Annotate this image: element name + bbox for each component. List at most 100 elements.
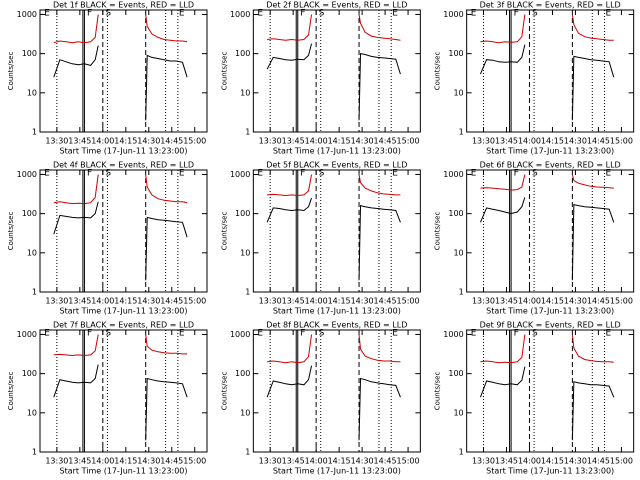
x-tick-label: 14:30 bbox=[564, 297, 587, 306]
y-axis-label: Counts/sec bbox=[434, 212, 442, 251]
y-tick-label: 10 bbox=[453, 408, 463, 417]
y-tick-label: 100 bbox=[448, 369, 463, 378]
series-line bbox=[53, 45, 99, 78]
series-line bbox=[358, 377, 401, 441]
panel: Det 4f BLACK = Events, RED = LLD Start Ti… bbox=[7, 161, 208, 316]
series-line bbox=[53, 201, 99, 235]
panel: Det 7f BLACK = Events, RED = LLD Start Ti… bbox=[7, 321, 208, 476]
series-line bbox=[479, 44, 526, 75]
x-tick-label: 14:15 bbox=[328, 137, 351, 146]
series-line bbox=[145, 14, 188, 43]
x-tick-label: 15:00 bbox=[397, 137, 420, 146]
panel: Det 3f BLACK = Events, RED = LLD Start Ti… bbox=[434, 1, 635, 156]
y-tick-label: 100 bbox=[235, 209, 250, 218]
x-tick-label: 14:30 bbox=[351, 457, 374, 466]
x-axis-label: Start Time (17-Jun-11 13:23:00) bbox=[273, 147, 401, 156]
x-tick-label: 15:00 bbox=[397, 297, 420, 306]
time-marker-label: S bbox=[319, 169, 325, 179]
x-tick-label: 14:45 bbox=[160, 137, 183, 146]
y-tick-label: 1000 bbox=[443, 170, 463, 179]
time-marker-label: F bbox=[87, 9, 92, 19]
x-tick-label: 13:30 bbox=[259, 457, 282, 466]
time-marker-label: E bbox=[257, 169, 263, 179]
x-tick-label: 13:45 bbox=[495, 297, 518, 306]
plot-frame bbox=[252, 169, 421, 293]
x-axis-label: Start Time (17-Jun-11 13:23:00) bbox=[273, 467, 401, 476]
series-line bbox=[571, 334, 614, 363]
y-tick-label: 100 bbox=[448, 209, 463, 218]
y-tick-label: 1000 bbox=[17, 10, 37, 19]
y-tick-label: 1 bbox=[459, 448, 464, 457]
x-tick-label: 14:30 bbox=[351, 137, 374, 146]
series-line bbox=[145, 216, 188, 281]
series-line bbox=[145, 334, 188, 355]
time-marker-label: F bbox=[300, 169, 305, 179]
series-line bbox=[358, 204, 401, 281]
series-line bbox=[358, 52, 401, 121]
plot-frame bbox=[466, 169, 635, 293]
series-line bbox=[266, 365, 313, 398]
time-marker-label: E bbox=[606, 329, 612, 339]
panel-title: Det 7f BLACK = Events, RED = LLD bbox=[53, 321, 194, 330]
series-line bbox=[480, 14, 526, 44]
y-tick-label: 1000 bbox=[230, 330, 250, 339]
x-tick-label: 15:00 bbox=[397, 457, 420, 466]
y-tick-label: 1 bbox=[245, 448, 250, 457]
x-tick-label: 14:00 bbox=[518, 457, 541, 466]
x-tick-label: 14:45 bbox=[374, 457, 397, 466]
panel-title: Det 3f BLACK = Events, RED = LLD bbox=[480, 1, 621, 10]
y-axis-label: Counts/sec bbox=[220, 52, 228, 91]
x-tick-label: 13:45 bbox=[282, 137, 305, 146]
y-tick-label: 100 bbox=[22, 209, 37, 218]
series-line bbox=[267, 174, 313, 197]
panel: Det 9f BLACK = Events, RED = LLD Start Ti… bbox=[434, 321, 635, 476]
y-axis-label: Counts/sec bbox=[7, 212, 15, 251]
series-line bbox=[266, 197, 313, 223]
time-marker-label: E bbox=[44, 169, 50, 179]
panel-title: Det 5f BLACK = Events, RED = LLD bbox=[266, 161, 407, 170]
time-marker-label: S bbox=[532, 9, 538, 19]
x-tick-label: 14:00 bbox=[305, 137, 328, 146]
y-axis-label: Counts/sec bbox=[7, 372, 15, 411]
series-line bbox=[480, 174, 526, 191]
time-marker-label: S bbox=[532, 329, 538, 339]
series-line bbox=[571, 203, 615, 281]
x-tick-label: 14:00 bbox=[91, 297, 114, 306]
series-line bbox=[53, 364, 99, 398]
x-tick-label: 14:30 bbox=[564, 457, 587, 466]
y-tick-label: 1 bbox=[245, 288, 250, 297]
x-tick-label: 14:30 bbox=[351, 297, 374, 306]
x-tick-label: 13:45 bbox=[68, 457, 91, 466]
y-tick-label: 10 bbox=[240, 88, 250, 97]
y-tick-label: 1000 bbox=[230, 170, 250, 179]
panel: Det 6f BLACK = Events, RED = LLD Start Ti… bbox=[434, 161, 635, 316]
time-marker-label: E bbox=[471, 329, 477, 339]
time-marker-label: E bbox=[471, 169, 477, 179]
x-tick-label: 14:00 bbox=[305, 457, 328, 466]
x-tick-label: 13:30 bbox=[472, 297, 495, 306]
y-tick-label: 10 bbox=[27, 88, 37, 97]
series-line bbox=[266, 43, 313, 70]
x-tick-label: 14:15 bbox=[541, 137, 564, 146]
panel: Det 5f BLACK = Events, RED = LLD Start Ti… bbox=[220, 161, 421, 316]
panel-title: Det 8f BLACK = Events, RED = LLD bbox=[266, 321, 407, 330]
time-marker-label: F bbox=[87, 329, 92, 339]
panel-title: Det 4f BLACK = Events, RED = LLD bbox=[53, 161, 194, 170]
plot-frame bbox=[466, 9, 635, 133]
x-axis-label: Start Time (17-Jun-11 13:23:00) bbox=[486, 307, 614, 316]
x-tick-label: 13:30 bbox=[45, 457, 68, 466]
x-tick-label: 15:00 bbox=[610, 137, 633, 146]
x-tick-label: 13:30 bbox=[45, 137, 68, 146]
series-line bbox=[571, 55, 615, 121]
time-marker-label: S bbox=[532, 169, 538, 179]
time-marker-label: F bbox=[300, 9, 305, 19]
x-tick-label: 14:15 bbox=[114, 137, 137, 146]
y-tick-label: 1 bbox=[459, 128, 464, 137]
x-tick-label: 14:15 bbox=[114, 297, 137, 306]
time-marker-label: E bbox=[392, 169, 398, 179]
series-line bbox=[145, 174, 188, 204]
panel-title: Det 1f BLACK = Events, RED = LLD bbox=[53, 1, 194, 10]
x-tick-label: 14:45 bbox=[374, 297, 397, 306]
x-tick-label: 15:00 bbox=[183, 457, 206, 466]
y-tick-label: 1000 bbox=[17, 170, 37, 179]
